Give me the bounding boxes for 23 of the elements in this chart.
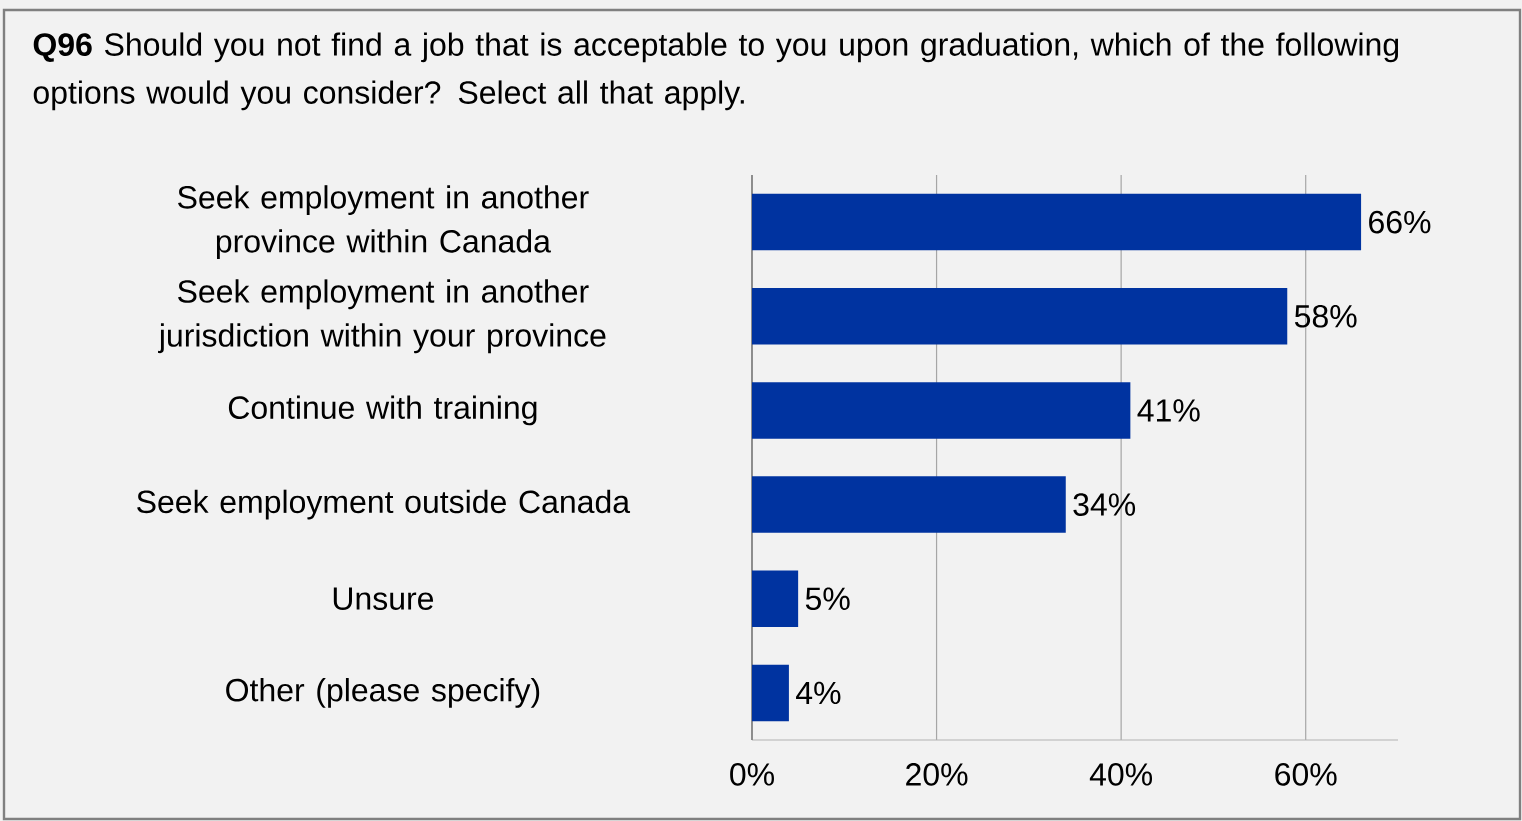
y-tick-label: Seek employment outside Canada [137,489,631,520]
y-tick-label: Unsure [333,587,434,610]
y-tick-label: Continue with training [228,395,537,426]
data-label: 34% [1073,493,1136,516]
x-tick-label: 60% [1275,763,1337,786]
y-tick-label: Other (please specify) [226,678,540,708]
bar [751,382,1131,439]
bar [751,664,789,722]
bar [751,570,799,628]
data-label: 58% [1294,304,1357,328]
x-tick-label: 20% [906,763,968,786]
bar [751,193,1362,251]
y-tick-label: Seek employment in another jurisdiction within your province [158,279,606,354]
data-label: 5% [805,587,850,611]
bar [751,288,1288,345]
chart-title: Q96 Should you not find a job that is acceptable to you upon graduation, which of the following options would you consider? Select all that apply. [33,32,1399,111]
data-label: 66% [1369,210,1431,234]
data-label: 41% [1137,399,1200,422]
bar [751,476,1066,533]
y-tick-label: Seek employment in another province within Canada [178,185,589,260]
x-tick-label: 0% [730,763,774,786]
data-label: 4% [796,681,841,705]
x-tick-label: 40% [1089,763,1153,786]
